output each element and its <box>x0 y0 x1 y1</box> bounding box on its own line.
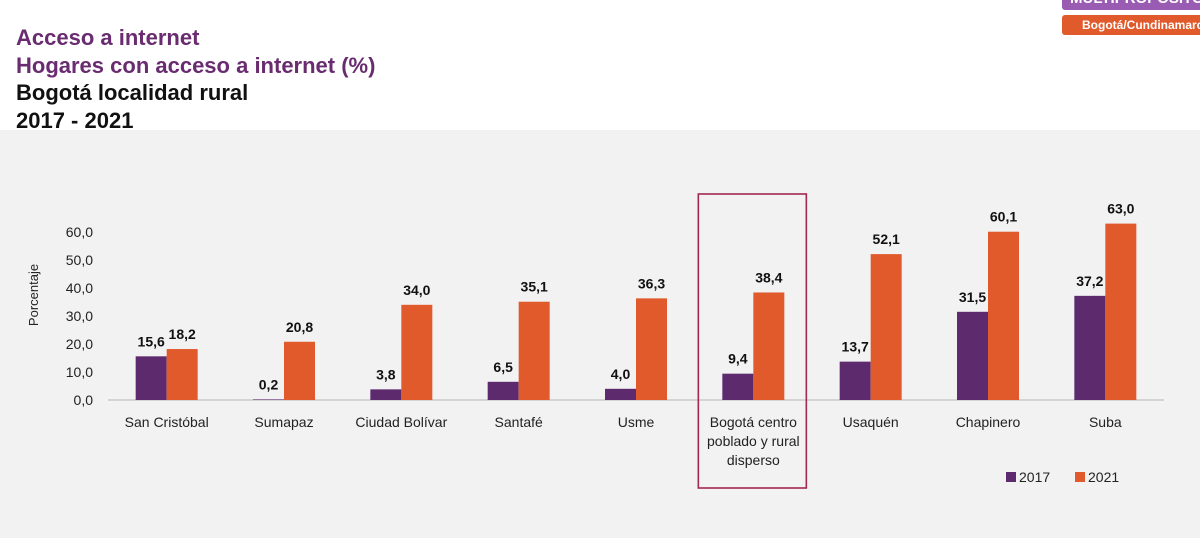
y-tick-label: 30,0 <box>66 308 93 324</box>
bar-2021 <box>518 301 550 400</box>
bar-2021 <box>753 292 785 400</box>
data-label-2021: 52,1 <box>873 231 900 247</box>
data-label-2021: 35,1 <box>521 279 548 295</box>
bar-2021 <box>284 341 315 400</box>
survey-badge: MULTIPROPÓSITO <box>1062 0 1200 10</box>
y-tick-label: 10,0 <box>66 364 93 380</box>
x-category-label: Usaquén <box>843 414 899 430</box>
y-tick-label: 60,0 <box>66 224 93 240</box>
data-label-2021: 60,1 <box>990 209 1017 225</box>
bar-2017 <box>957 311 988 400</box>
legend-label-2021: 2021 <box>1088 469 1119 485</box>
data-label-2017: 13,7 <box>842 339 869 355</box>
bar-2017 <box>253 399 284 400</box>
y-axis-label: Porcentaje <box>26 264 41 326</box>
title-subtitle: Hogares con acceso a internet (%) <box>16 52 376 78</box>
data-label-2021: 36,3 <box>638 275 665 291</box>
bar-2017 <box>605 388 636 400</box>
y-tick-label: 50,0 <box>66 252 93 268</box>
region-badge: Bogotá/Cundinamarca <box>1062 15 1200 35</box>
x-category-label: Suba <box>1089 414 1122 430</box>
x-category-label: Chapinero <box>956 414 1021 430</box>
x-category-label: Sumapaz <box>254 414 313 430</box>
bar-2021 <box>988 231 1019 400</box>
chart-titles: Acceso a internet Hogares con acceso a i… <box>16 24 375 134</box>
bar-2017 <box>839 361 871 400</box>
bar-2021 <box>870 254 902 400</box>
x-category-label: San Cristóbal <box>125 414 209 430</box>
data-label-2021: 20,8 <box>286 319 313 335</box>
data-label-2017: 3,8 <box>376 366 396 382</box>
y-tick-label: 0,0 <box>74 392 94 408</box>
data-label-2021: 38,4 <box>755 269 782 285</box>
legend-label-2017: 2017 <box>1019 469 1050 485</box>
data-label-2017: 37,2 <box>1076 273 1103 289</box>
y-tick-label: 20,0 <box>66 336 93 352</box>
x-category-label: Santafé <box>495 414 543 430</box>
legend-swatch-2017 <box>1006 472 1016 482</box>
bar-2017 <box>1074 295 1106 400</box>
bar-2021 <box>636 298 667 400</box>
data-label-2017: 6,5 <box>493 359 513 375</box>
x-category-label: poblado y rural <box>707 433 800 449</box>
highlight-box <box>697 193 808 489</box>
bar-2021 <box>166 349 198 400</box>
x-category-label: Usme <box>618 414 655 430</box>
data-label-2021: 18,2 <box>169 326 196 342</box>
bar-2021 <box>1105 223 1137 400</box>
title-period: 2017 - 2021 <box>16 107 134 133</box>
bar-2017 <box>135 356 167 400</box>
bar-2021 <box>401 304 433 400</box>
bar-2017 <box>487 381 519 400</box>
x-category-label: Ciudad Bolívar <box>355 414 447 430</box>
data-label-2017: 15,6 <box>138 333 165 349</box>
data-label-2017: 31,5 <box>959 289 986 305</box>
bar-2017 <box>370 389 402 400</box>
legend-swatch-2021 <box>1075 472 1085 482</box>
bar-2017 <box>722 373 754 400</box>
title-main: Acceso a internet <box>16 25 200 50</box>
title-area: Bogotá localidad rural <box>16 80 249 105</box>
data-label-2021: 34,0 <box>403 282 430 298</box>
data-label-2017: 9,4 <box>728 351 748 367</box>
data-label-2017: 4,0 <box>611 366 631 382</box>
y-tick-label: 40,0 <box>66 280 93 296</box>
x-category-label: Bogotá centro <box>710 414 797 430</box>
data-label-2021: 63,0 <box>1107 201 1134 217</box>
x-category-label: disperso <box>727 452 780 468</box>
data-label-2017: 0,2 <box>259 376 279 392</box>
